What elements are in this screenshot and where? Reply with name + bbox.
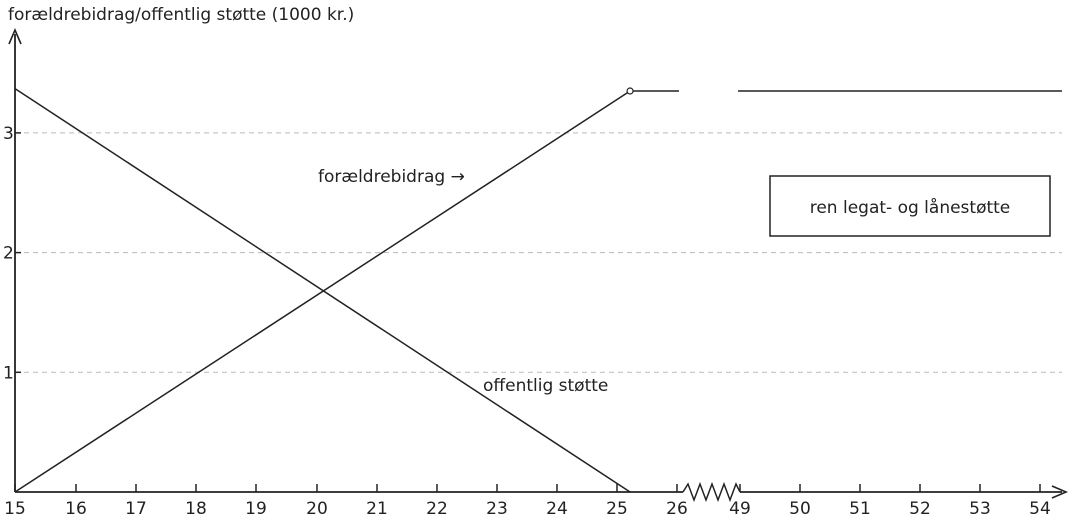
x-tick-label-21: 21 <box>366 499 388 519</box>
series-foraeldrebidrag-line <box>14 90 631 493</box>
y-axis-arrow <box>8 27 22 45</box>
x-tick-label-23: 23 <box>486 499 508 519</box>
x-tick-label-51: 51 <box>849 499 871 519</box>
series-offentlig-stotte-line <box>14 87 631 493</box>
y-tick-label-3: 3 <box>3 124 14 144</box>
x-tick-label-54: 54 <box>1029 499 1051 519</box>
gridlines <box>15 132 1062 373</box>
y-axis-title: forældrebidrag/offentlig støtte (1000 kr… <box>8 5 354 25</box>
x-tick-label-50: 50 <box>789 499 811 519</box>
x-tick-label-22: 22 <box>426 499 448 519</box>
x-tick-label-19: 19 <box>245 499 267 519</box>
x-tick-label-15: 15 <box>4 499 26 519</box>
x-tick-label-53: 53 <box>969 499 991 519</box>
x-tick-label-25: 25 <box>606 499 628 519</box>
x-tick-label-17: 17 <box>125 499 147 519</box>
series-lines <box>14 87 1062 493</box>
x-axis-break <box>682 481 741 503</box>
annotation-offentlig-stotte: offentlig støtte <box>483 376 608 396</box>
annotation-box-label: ren legat- og lånestøtte <box>810 197 1011 218</box>
x-tick-label-24: 24 <box>546 499 568 519</box>
x-tick-label-16: 16 <box>65 499 87 519</box>
y-tick-label-1: 1 <box>3 363 14 383</box>
annotation-foraeldrebidrag: forældrebidrag → <box>318 167 465 187</box>
x-tick-label-18: 18 <box>185 499 207 519</box>
axes <box>8 27 1069 503</box>
annotation-box <box>769 175 1051 237</box>
x-tick-label-49: 49 <box>729 499 751 519</box>
x-tick-label-52: 52 <box>909 499 931 519</box>
y-tick-label-2: 2 <box>3 244 14 264</box>
series-foraeldrebidrag-open-point <box>626 87 634 95</box>
x-axis-arrow <box>1051 485 1069 499</box>
x-tick-label-26: 26 <box>666 499 688 519</box>
x-tick-label-20: 20 <box>306 499 328 519</box>
